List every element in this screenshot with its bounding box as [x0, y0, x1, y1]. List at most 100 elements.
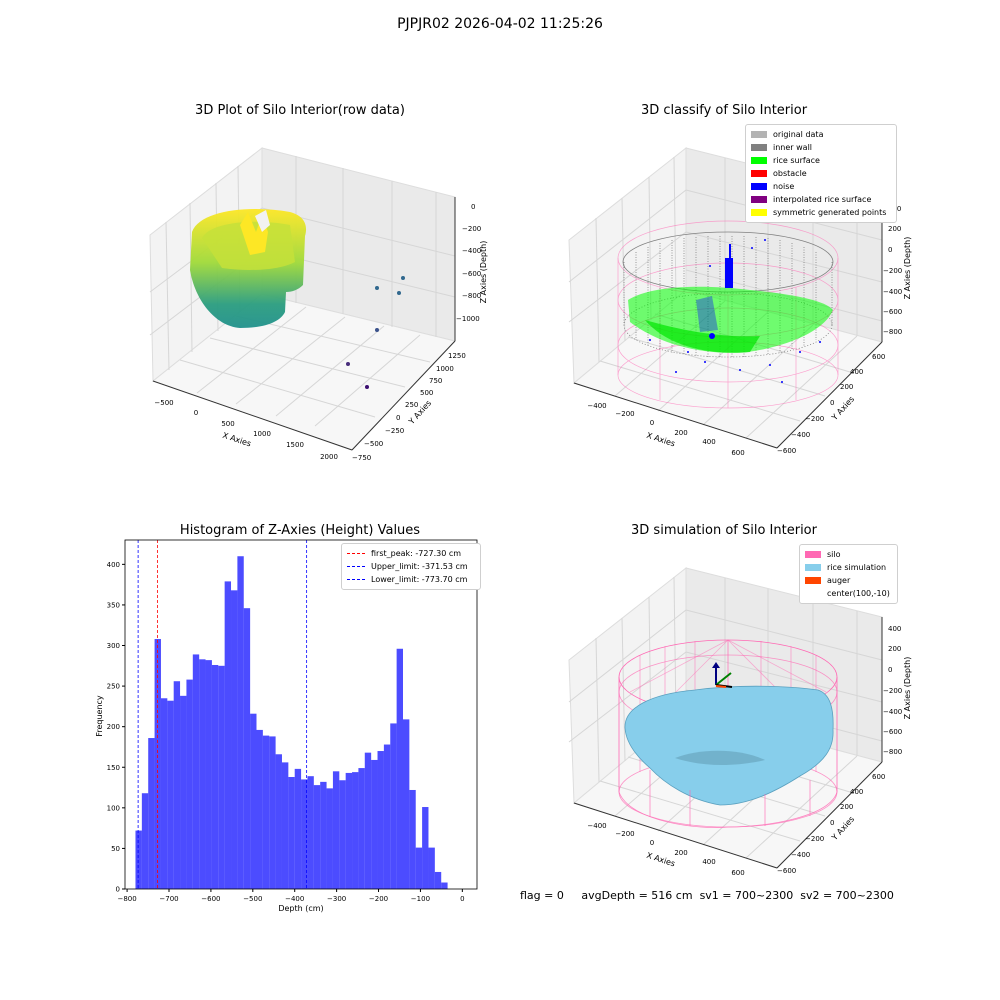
panel4-ztick: 0: [888, 666, 892, 674]
panel4-legend: silo rice simulation auger center(100,-1…: [799, 544, 898, 604]
panel1-ytick: 1000: [436, 365, 454, 373]
panel1-ztick: −800: [462, 292, 481, 300]
legend-line: [347, 553, 365, 554]
figure-title: PJPJR02 2026-04-02 11:25:26: [397, 16, 603, 32]
histogram-bar: [358, 768, 365, 889]
histogram-bar: [396, 648, 403, 889]
panel1-zlabel: Z Axies (Depth): [479, 241, 488, 304]
histogram-bar: [141, 793, 149, 889]
histogram-ytick-label: 350: [107, 601, 120, 609]
panel2-ytick: −600: [777, 447, 796, 455]
panel2-ztick: −800: [883, 328, 902, 336]
histogram-xticks: −800 −700 −600 −500 −400 −300 −200 −100 0: [117, 889, 465, 903]
panel3-title: Histogram of Z-Axies (Height) Values: [179, 523, 421, 538]
legend-entry: rice surface: [751, 154, 891, 167]
panel4-ytick: −600: [777, 867, 796, 875]
legend-entry: original data: [751, 128, 891, 141]
panel1-xtick: −500: [154, 399, 173, 407]
histogram-bar: [199, 659, 206, 889]
panel2-ztick: −200: [883, 267, 902, 275]
legend-label: noise: [773, 182, 795, 191]
panel4-rice-simulation: [624, 685, 834, 806]
panel1-xtick: 2000: [320, 453, 338, 461]
legend-swatch: [751, 209, 767, 216]
legend-line: [347, 579, 365, 580]
panel2-zlabel: Z Axies (Depth): [903, 237, 912, 300]
histogram-ytick-label: 0: [116, 886, 120, 894]
histogram-bar: [262, 735, 270, 889]
histogram-ytick-label: 300: [107, 642, 120, 650]
panel4-xtick: 600: [731, 869, 744, 877]
legend-label: interpolated rice surface: [773, 195, 872, 204]
histogram-ytick-label: 250: [107, 683, 120, 691]
histogram-bar: [256, 729, 263, 889]
panel1-title: 3D Plot of Silo Interior(row data): [195, 103, 405, 118]
histogram-bar: [422, 807, 429, 889]
histogram-bar: [231, 590, 238, 889]
histogram-ytick-label: 100: [107, 804, 120, 812]
panel4-simulation-3d-plot: −400 −200 0 200 400 600 −600 −400 −200 0…: [568, 566, 912, 877]
legend-label: inner wall: [773, 143, 813, 152]
panel2-ytick: 200: [840, 383, 853, 391]
histogram-xtick-label: −100: [411, 895, 430, 903]
panel4-ztick: −600: [883, 728, 902, 736]
legend-swatch: [805, 590, 821, 597]
histogram-bar: [167, 700, 174, 889]
legend-swatch: [751, 144, 767, 151]
panel2-rice-surface: [628, 286, 833, 353]
histogram-bar: [211, 664, 219, 889]
legend-entry: first_peak: -727.30 cm: [347, 547, 475, 560]
legend-entry: noise: [751, 180, 891, 193]
panel4-ytick: 400: [850, 788, 863, 796]
histogram-bar: [377, 751, 384, 889]
panel1-ztick: −200: [462, 225, 481, 233]
legend-label: symmetric generated points: [773, 208, 887, 217]
panel2-legend: original data inner wall rice surface ob…: [745, 124, 897, 223]
histogram-ytick-label: 200: [107, 723, 120, 731]
panel1-ytick: 1250: [448, 352, 466, 360]
panel3-legend: first_peak: -727.30 cm Upper_limit: -371…: [341, 543, 481, 590]
legend-entry: Lower_limit: -773.70 cm: [347, 573, 475, 586]
panel1-xlabel: X Axies: [221, 431, 252, 449]
panel1-ticks: −500 0 500 1000 1500 2000 −750 −500 −250…: [154, 203, 481, 462]
histogram-bar: [402, 719, 410, 889]
panel1-xtick: 1500: [286, 441, 304, 449]
histogram-bar: [173, 681, 181, 889]
histogram-bar: [320, 781, 327, 889]
histogram-yticks: 0 50 100 150 200 250 300 350 400: [107, 561, 125, 894]
legend-label: Lower_limit: -773.70 cm: [371, 575, 468, 584]
legend-swatch: [751, 131, 767, 138]
panel4-ztick: −200: [883, 687, 902, 695]
panel2-xtick: 0: [650, 419, 654, 427]
legend-swatch: [751, 157, 767, 164]
histogram-bar: [148, 738, 155, 889]
panel2-ztick: 0: [888, 246, 892, 254]
histogram-bar: [160, 698, 168, 889]
panel1-ytick: 0: [396, 414, 400, 422]
histogram-bar: [154, 639, 161, 889]
panel4-zlabel: Z Axies (Depth): [903, 657, 912, 720]
legend-swatch: [751, 170, 767, 177]
panel3-histogram: −800 −700 −600 −500 −400 −300 −200 −100 0 0 50 100…: [95, 539, 478, 913]
panel2-ztick: 200: [888, 225, 901, 233]
histogram-bar: [409, 789, 416, 889]
panel2-xtick: 400: [702, 438, 715, 446]
histogram-bar: [205, 660, 212, 889]
histogram-bars: [135, 556, 448, 889]
panel1-ytick: −500: [364, 440, 383, 448]
panel4-xtick: 400: [702, 858, 715, 866]
histogram-bar: [383, 744, 391, 889]
histogram-bar: [434, 871, 442, 889]
panel2-xtick: 600: [731, 449, 744, 457]
histogram-xtick-label: −400: [285, 895, 304, 903]
legend-entry: inner wall: [751, 141, 891, 154]
panel1-ytick: −250: [385, 427, 404, 435]
legend-entry: auger: [805, 574, 892, 587]
histogram-bar: [294, 768, 302, 889]
panel1-ytick: 500: [420, 389, 433, 397]
histogram-bar: [332, 771, 340, 889]
panel2-xtick: 200: [674, 429, 687, 437]
histogram-xtick-label: −200: [369, 895, 388, 903]
panel4-auger: [712, 662, 733, 688]
histogram-bar: [415, 847, 423, 889]
